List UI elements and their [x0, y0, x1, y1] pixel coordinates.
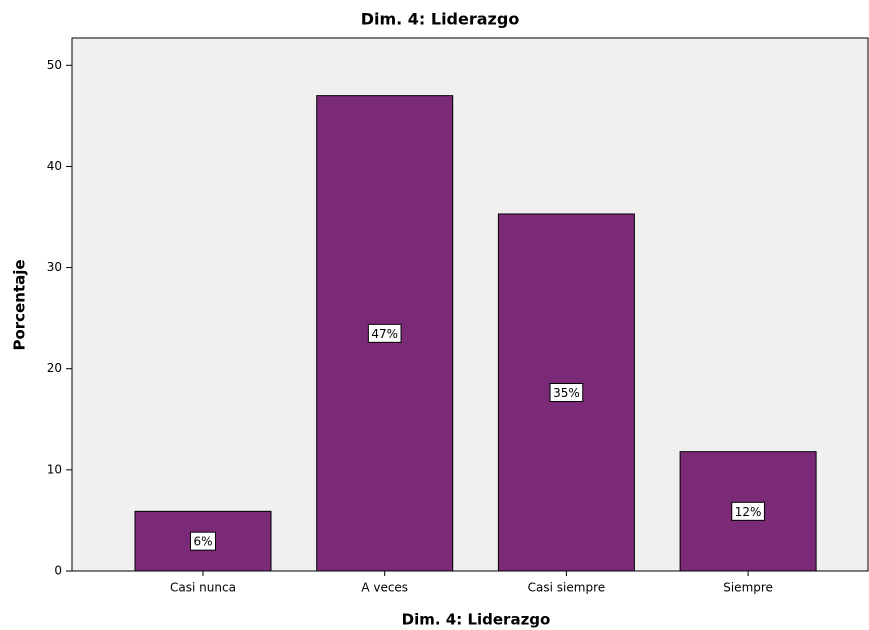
y-tick-label: 50 — [47, 58, 62, 72]
y-tick-label: 0 — [54, 564, 62, 578]
value-label-box — [367, 323, 402, 343]
x-tick-label: Casi nunca — [170, 581, 236, 595]
y-tick-label: 40 — [47, 159, 62, 173]
value-label: 6% — [193, 535, 212, 549]
y-tick-label: 30 — [47, 260, 62, 274]
value-label: 47% — [371, 327, 398, 341]
y-tick-label: 20 — [47, 361, 62, 375]
value-label-box — [731, 501, 765, 521]
y-tick-label: 10 — [47, 462, 62, 476]
y-axis-title: Porcentaje — [11, 259, 29, 350]
value-label: 12% — [735, 505, 762, 519]
x-axis-title: Dim. 4: Liderazgo — [402, 611, 551, 629]
value-label-box — [549, 382, 584, 402]
x-tick-label: A veces — [361, 581, 408, 595]
value-label-box — [189, 531, 217, 551]
value-label: 35% — [553, 386, 580, 400]
x-tick-label: Siempre — [723, 581, 773, 595]
x-tick-label: Casi siempre — [528, 581, 605, 595]
chart-title: Dim. 4: Liderazgo — [361, 10, 520, 29]
